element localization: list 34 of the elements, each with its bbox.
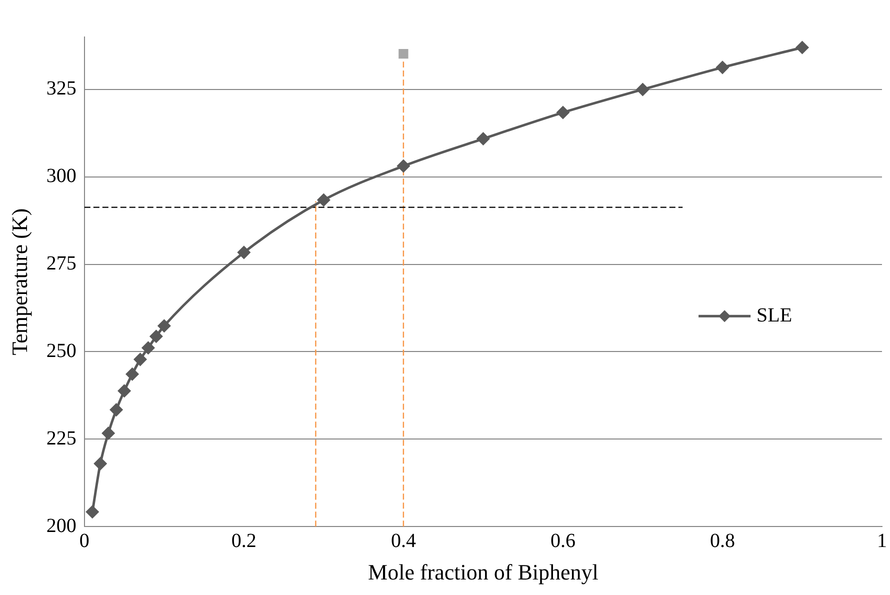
- point: [150, 330, 162, 343]
- y-axis-title: Temperature (K): [6, 208, 32, 356]
- point: [636, 83, 649, 96]
- y-tick-label: 325: [46, 78, 76, 100]
- x-tick-label: 0.6: [550, 530, 576, 552]
- point: [158, 320, 170, 332]
- point: [86, 506, 99, 518]
- x-tick-label: 1: [877, 530, 887, 552]
- x-tick-label: 0: [79, 530, 90, 552]
- point: [118, 384, 131, 398]
- y-tick-label: 250: [46, 340, 76, 362]
- y-tick-label: 275: [46, 252, 76, 275]
- point: [398, 48, 408, 59]
- x-axis-title: Mole fraction of Biphenyl: [368, 560, 598, 585]
- point: [796, 41, 808, 54]
- point: [716, 61, 729, 74]
- point: [102, 426, 115, 440]
- point: [317, 194, 330, 206]
- point: [397, 160, 410, 172]
- point: [556, 106, 570, 119]
- y-tick-label: 225: [46, 427, 76, 450]
- point: [238, 246, 250, 259]
- legend-label: SLE: [756, 304, 792, 326]
- x-tick-label: 0.2: [231, 530, 256, 552]
- x-tick-label: 0.8: [710, 530, 735, 552]
- point: [142, 342, 154, 354]
- point: [134, 353, 146, 366]
- point: [94, 457, 107, 470]
- x-tick-label: 0.4: [390, 530, 416, 552]
- y-tick-label: 300: [46, 165, 76, 188]
- y-tick-label: 200: [46, 514, 76, 537]
- point: [476, 132, 490, 146]
- point: [110, 404, 123, 416]
- point: [126, 368, 139, 380]
